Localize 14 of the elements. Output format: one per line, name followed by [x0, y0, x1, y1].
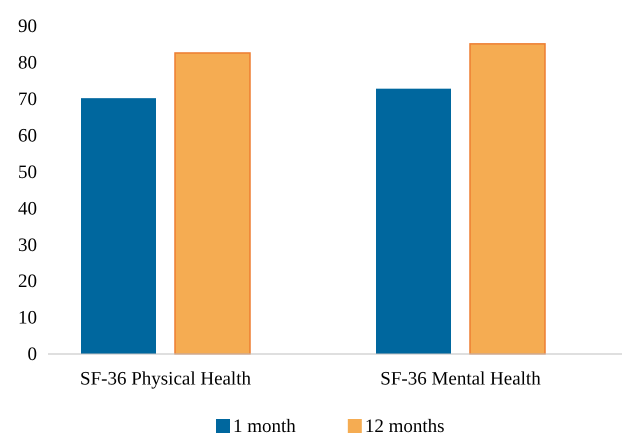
y-tick-label: 70	[18, 88, 37, 110]
y-tick-label: 80	[18, 52, 37, 74]
y-tick-label: 40	[18, 198, 37, 220]
legend-label: 12 months	[364, 416, 445, 437]
y-tick-label: 20	[18, 271, 37, 292]
y-tick-label: 0	[28, 344, 37, 366]
x-tick-label: SF-36 Mental Health	[380, 368, 542, 390]
y-tick-label: 30	[18, 234, 37, 256]
legend-label: 1 month	[233, 416, 296, 437]
y-tick-label: 90	[18, 16, 37, 38]
y-tick-label: 60	[18, 125, 37, 146]
y-tick-label: 50	[18, 162, 37, 183]
x-tick-label: SF-36 Physical Health	[80, 368, 252, 390]
y-tick-label: 10	[18, 308, 37, 329]
